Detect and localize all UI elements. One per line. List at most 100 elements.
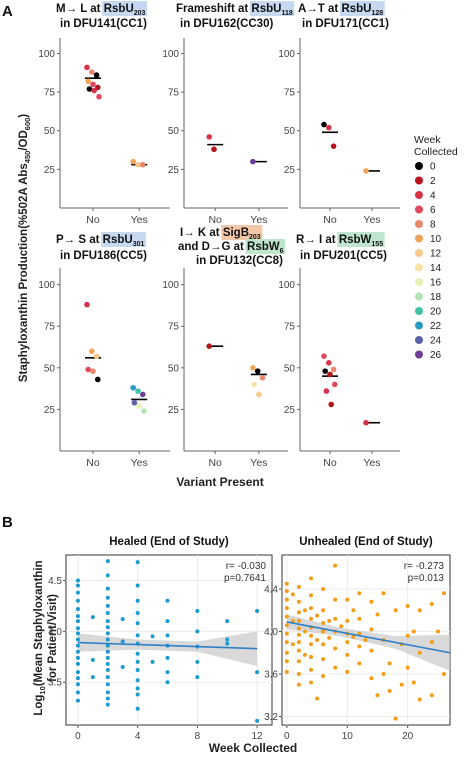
regression-line <box>77 641 258 650</box>
y-tick-label: 25 <box>284 405 296 416</box>
y-tick-label: 25 <box>44 165 56 176</box>
x-tick-label: 4 <box>135 731 141 742</box>
data-point <box>323 388 330 394</box>
correlation-p: p=0.7641 <box>224 573 266 584</box>
correlation-r: r= -0.030 <box>226 561 267 572</box>
data-point <box>387 689 392 693</box>
data-point <box>75 598 80 603</box>
data-point <box>136 403 142 409</box>
legend-swatch-week-10 <box>415 234 423 243</box>
x-tick-label: No <box>208 214 222 226</box>
y-tick-label: 100 <box>278 49 295 60</box>
data-point <box>140 391 146 398</box>
panel-a-x-axis-label: Variant Present <box>176 475 263 489</box>
data-point <box>93 353 100 359</box>
data-point <box>90 657 95 662</box>
panel-a5-title-line-2: and D→G at RsbW6 <box>178 241 284 255</box>
data-point <box>369 648 374 653</box>
data-point <box>327 635 332 640</box>
panel-a3-title-highlight <box>339 1 385 16</box>
legend-label-week-22: 22 <box>430 321 442 332</box>
data-point <box>105 649 110 654</box>
data-point <box>363 419 369 426</box>
data-point <box>417 608 422 613</box>
data-point <box>333 616 338 621</box>
data-point <box>339 624 344 629</box>
data-point <box>85 78 91 85</box>
data-point <box>105 637 110 642</box>
data-point <box>290 642 295 647</box>
data-point <box>302 608 307 613</box>
y-tick-label: 50 <box>168 363 180 374</box>
data-point <box>321 642 326 647</box>
data-point <box>405 604 410 608</box>
data-point <box>75 690 80 695</box>
data-point <box>284 640 289 645</box>
data-point <box>90 615 95 620</box>
legend-swatch-week-2 <box>415 176 423 185</box>
panel-b-y-axis-label-line-2: for Patient/Visit) <box>47 594 59 682</box>
data-point <box>105 595 110 600</box>
data-point <box>345 652 350 657</box>
data-point <box>411 680 416 685</box>
data-point <box>140 161 146 168</box>
data-point <box>363 638 368 642</box>
data-point <box>135 651 140 656</box>
legend-swatch-week-4 <box>415 191 423 199</box>
data-point <box>429 693 434 698</box>
data-point <box>90 81 96 88</box>
data-point <box>309 667 314 672</box>
legend-swatch-week-14 <box>415 263 423 272</box>
data-point <box>105 611 110 616</box>
data-point <box>251 381 257 388</box>
panel-a2-title: Frameshift at RsbU118 <box>176 3 293 17</box>
data-point <box>75 698 80 703</box>
legend-label-week-6: 6 <box>430 205 436 216</box>
regression-line <box>286 621 451 654</box>
panel-a4-title: P→ S at RsbU301 <box>56 234 144 248</box>
data-point <box>351 608 356 613</box>
data-point <box>399 682 404 687</box>
data-point <box>284 614 289 619</box>
data-point <box>75 649 80 654</box>
data-point <box>375 612 380 617</box>
panel-a3-strain: in DFU171(CC1) <box>302 18 389 30</box>
y-tick-label: 75 <box>44 322 56 333</box>
data-point <box>120 664 125 669</box>
data-point <box>326 124 332 131</box>
legend-swatch-week-8 <box>415 220 423 228</box>
legend-swatch-week-20 <box>415 307 423 315</box>
data-point <box>411 629 416 634</box>
panel-a2-strain: in DFU162(CC30) <box>180 18 273 30</box>
data-point <box>327 371 333 378</box>
data-point <box>309 576 314 581</box>
confidence-band <box>286 614 450 671</box>
data-point <box>75 661 80 666</box>
data-point <box>330 366 337 373</box>
y-tick-label: 3.5 <box>48 678 62 689</box>
y-tick-label: 100 <box>38 49 55 60</box>
panel-a6-title: R→ I at RsbW155 <box>296 234 383 248</box>
data-point <box>255 608 260 613</box>
data-point <box>345 597 350 602</box>
data-point <box>105 655 110 660</box>
data-point <box>206 343 212 349</box>
data-point <box>96 93 102 100</box>
y-tick-label: 3.6 <box>264 670 278 681</box>
data-point <box>75 670 80 675</box>
data-point <box>75 606 80 611</box>
legend-swatch-week-16 <box>415 278 423 286</box>
data-point <box>417 650 422 655</box>
data-point <box>296 618 301 623</box>
data-point <box>327 618 332 623</box>
legend-label-week-14: 14 <box>430 263 442 274</box>
legend-title-line-2: Collected <box>414 146 458 158</box>
panel-b2-title: Unhealed (End of Study) <box>299 536 433 548</box>
data-point <box>75 643 80 648</box>
correlation-r: r= -0.273 <box>404 561 445 572</box>
data-point <box>290 618 295 623</box>
data-point <box>75 637 80 642</box>
